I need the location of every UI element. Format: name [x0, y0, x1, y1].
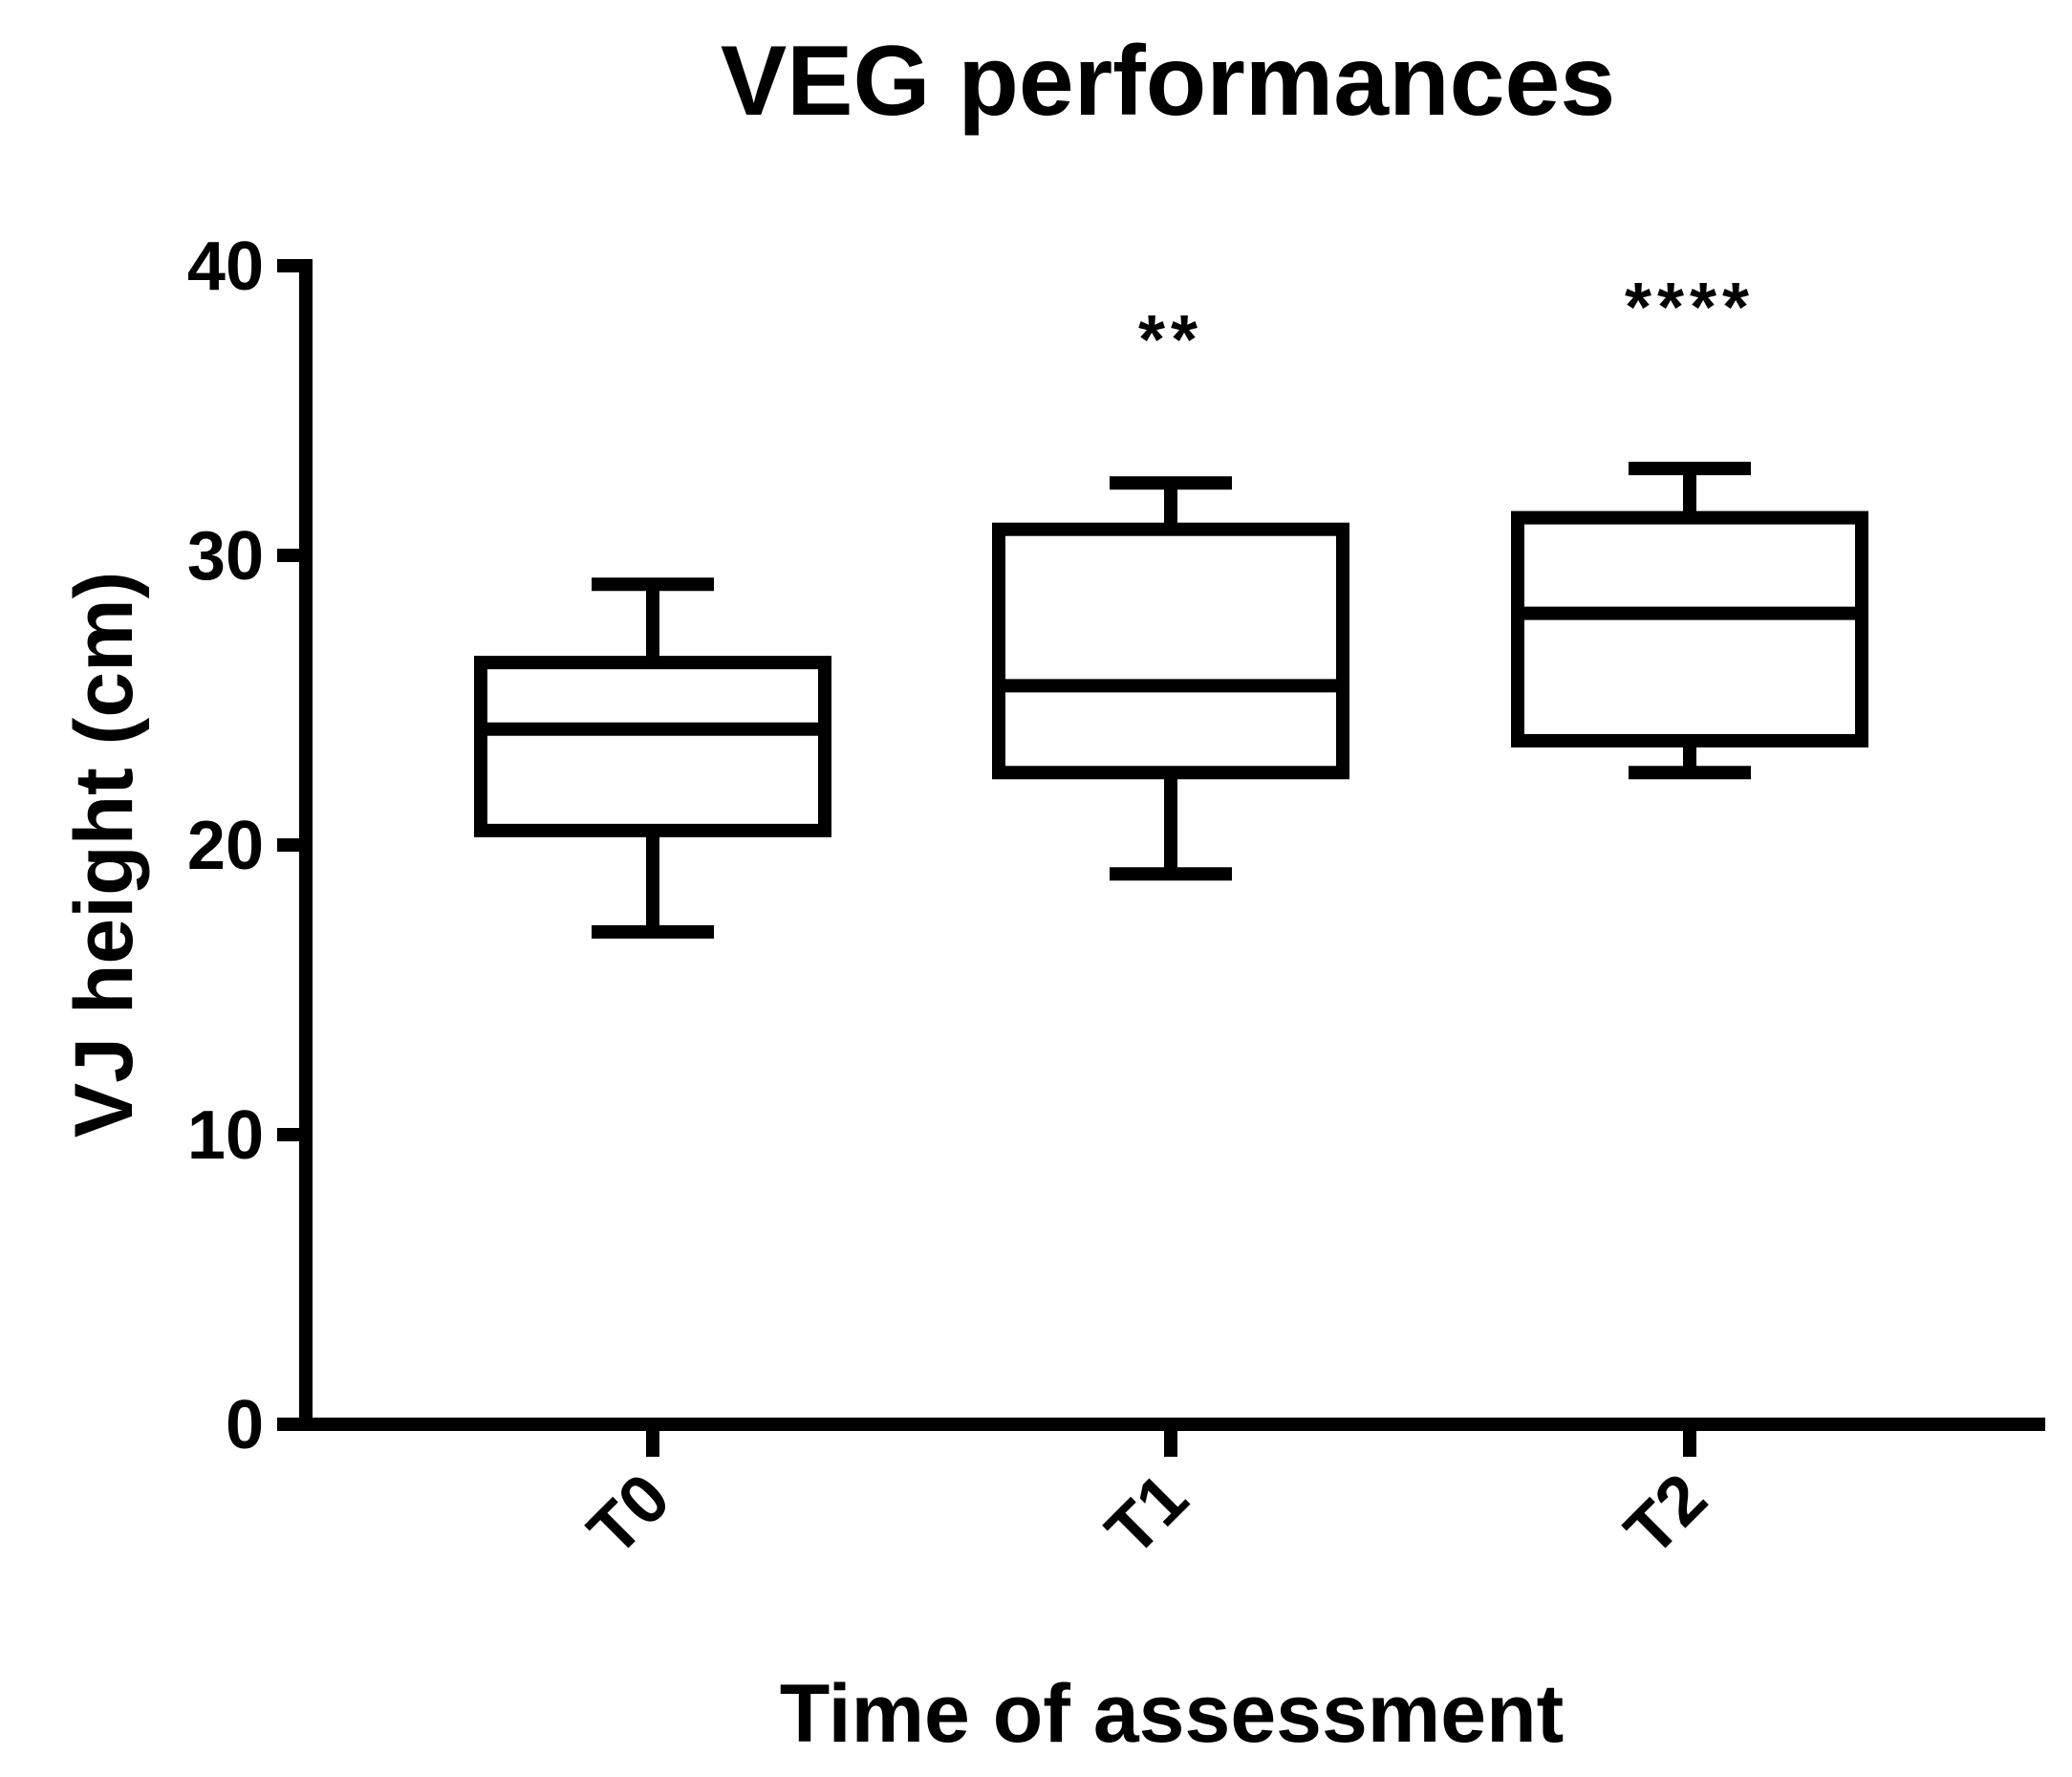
x-axis-label: Time of assessment — [780, 1668, 1565, 1760]
significance-marker: ** — [1138, 302, 1203, 379]
chart-title: VEG performances — [721, 26, 1615, 137]
interquartile-box — [474, 656, 831, 837]
interquartile-box — [992, 522, 1349, 780]
x-tick-label-t0: T0 — [573, 1460, 684, 1571]
y-tick-label: 30 — [187, 518, 264, 595]
box-t2: **** — [1511, 270, 1868, 780]
y-tick-label: 40 — [187, 228, 264, 305]
x-tick-label-t1: T1 — [1091, 1460, 1202, 1571]
y-axis-label: VJ height (cm) — [58, 572, 150, 1138]
box-t1: ** — [992, 302, 1349, 881]
x-tick-label-t2: T2 — [1610, 1460, 1721, 1571]
box-t0 — [474, 577, 831, 939]
y-tick-label: 10 — [187, 1097, 264, 1174]
interquartile-box — [1511, 510, 1868, 748]
y-tick-label: 20 — [187, 808, 264, 884]
y-tick-label: 0 — [226, 1387, 264, 1463]
significance-marker: **** — [1625, 270, 1755, 346]
